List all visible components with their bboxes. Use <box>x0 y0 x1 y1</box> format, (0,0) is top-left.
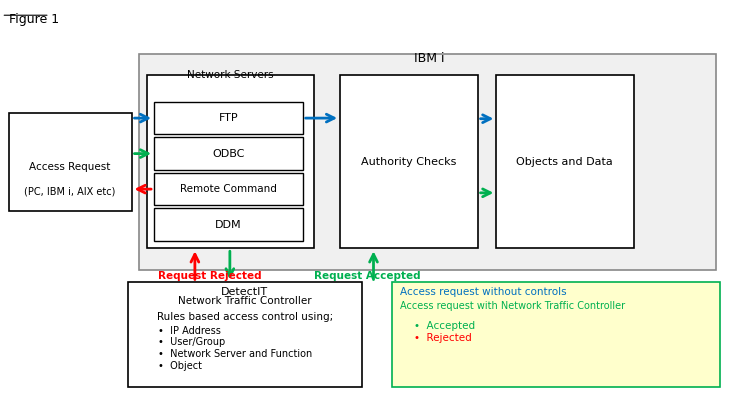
FancyBboxPatch shape <box>146 76 314 248</box>
Text: •  Accepted: • Accepted <box>415 321 476 331</box>
Text: (PC, IBM i, AIX etc): (PC, IBM i, AIX etc) <box>24 187 116 197</box>
FancyBboxPatch shape <box>154 173 303 205</box>
Text: •  User/Group: • User/Group <box>158 338 225 347</box>
Text: Network Servers: Network Servers <box>187 70 273 80</box>
Text: Rules based access control using;: Rules based access control using; <box>157 312 333 322</box>
Text: Request Rejected: Request Rejected <box>158 271 261 281</box>
Text: Figure 1: Figure 1 <box>9 13 59 26</box>
FancyBboxPatch shape <box>154 137 303 170</box>
Text: •  IP Address: • IP Address <box>158 326 220 336</box>
FancyBboxPatch shape <box>496 76 634 248</box>
FancyBboxPatch shape <box>154 208 303 241</box>
FancyBboxPatch shape <box>340 76 477 248</box>
Text: •  Rejected: • Rejected <box>415 333 472 343</box>
Text: •  Network Server and Function: • Network Server and Function <box>158 349 312 359</box>
FancyBboxPatch shape <box>139 54 716 270</box>
Text: DetectIT: DetectIT <box>221 287 268 297</box>
FancyBboxPatch shape <box>128 282 362 387</box>
Text: ODBC: ODBC <box>212 148 244 159</box>
Text: Access request without controls: Access request without controls <box>400 287 566 297</box>
Text: Access request with Network Traffic Controller: Access request with Network Traffic Cont… <box>400 301 624 311</box>
Text: Network Traffic Controller: Network Traffic Controller <box>178 296 311 306</box>
Text: Request Accepted: Request Accepted <box>314 271 421 281</box>
Text: IBM i: IBM i <box>414 52 444 65</box>
Text: FTP: FTP <box>219 113 238 123</box>
Text: Authority Checks: Authority Checks <box>361 157 456 167</box>
FancyBboxPatch shape <box>9 113 131 211</box>
FancyBboxPatch shape <box>392 282 719 387</box>
FancyBboxPatch shape <box>154 102 303 134</box>
Text: DDM: DDM <box>215 220 242 230</box>
Text: •  Object: • Object <box>158 361 202 371</box>
Text: Access Request: Access Request <box>29 162 111 172</box>
Text: Objects and Data: Objects and Data <box>516 157 613 167</box>
Text: Remote Command: Remote Command <box>180 184 277 194</box>
